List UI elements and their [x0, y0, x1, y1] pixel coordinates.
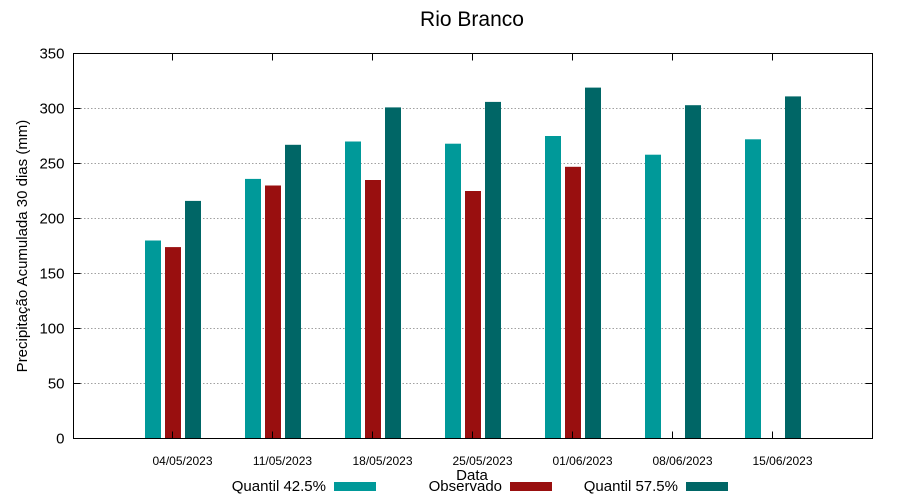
legend-swatch — [334, 482, 376, 491]
y-tick-label: 150 — [39, 266, 64, 283]
legend-label: Observado — [429, 478, 502, 495]
x-tick-label: 04/05/2023 — [152, 454, 212, 468]
bar-quantil-57-5-6 — [685, 105, 701, 439]
bar-quantil-42-5-7 — [745, 139, 761, 439]
legend-swatch — [686, 482, 728, 491]
bar-quantil-42-5-4 — [445, 143, 461, 439]
y-axis-label: Precipitação Acumulada 30 dias (mm) — [14, 120, 31, 373]
legend-label: Quantil 57.5% — [584, 478, 678, 495]
legend: Quantil 42.5% Observado Quantil 57.5% — [232, 478, 728, 495]
y-tick-label: 250 — [39, 156, 64, 173]
y-tick-label: 350 — [39, 46, 64, 63]
x-axis: 04/05/2023 11/05/2023 18/05/2023 25/05/2023… — [152, 53, 813, 468]
bar-quantil-57-5-1 — [185, 200, 201, 439]
bar-observado-3 — [365, 180, 381, 439]
x-tick-label: 08/06/2023 — [652, 454, 712, 468]
x-tick-label: 18/05/2023 — [352, 454, 412, 468]
bar-quantil-57-5-5 — [585, 87, 601, 439]
bar-quantil-57-5-7 — [785, 96, 801, 439]
bar-observado-4 — [465, 191, 481, 439]
bar-quantil-42-5-3 — [345, 141, 361, 439]
x-tick-label: 01/06/2023 — [552, 454, 612, 468]
bar-quantil-57-5-3 — [385, 107, 401, 439]
bar-quantil-42-5-2 — [245, 178, 261, 439]
legend-swatch — [510, 482, 552, 491]
bars-layer — [145, 87, 801, 439]
legend-label: Quantil 42.5% — [232, 478, 326, 495]
bar-quantil-42-5-5 — [545, 136, 561, 439]
bar-observado-1 — [165, 247, 181, 439]
bar-quantil-57-5-2 — [285, 144, 301, 439]
bar-quantil-57-5-4 — [485, 101, 501, 439]
y-tick-label: 100 — [39, 321, 64, 338]
bar-quantil-42-5-6 — [645, 154, 661, 439]
y-tick-label: 0 — [56, 431, 64, 448]
x-tick-label: 15/06/2023 — [752, 454, 812, 468]
y-tick-label: 200 — [39, 211, 64, 228]
y-tick-label: 300 — [39, 101, 64, 118]
bar-observado-5 — [565, 166, 581, 439]
y-axis: 0 50 100 150 200 250 300 350 — [39, 46, 873, 448]
y-tick-label: 50 — [48, 376, 65, 393]
x-tick-label: 11/05/2023 — [253, 454, 312, 468]
bar-observado-2 — [265, 185, 281, 439]
chart-title: Rio Branco — [420, 8, 524, 31]
x-tick-label: 25/05/2023 — [452, 454, 512, 468]
x-axis-label: Data — [456, 467, 488, 484]
bar-quantil-42-5-1 — [145, 240, 161, 439]
